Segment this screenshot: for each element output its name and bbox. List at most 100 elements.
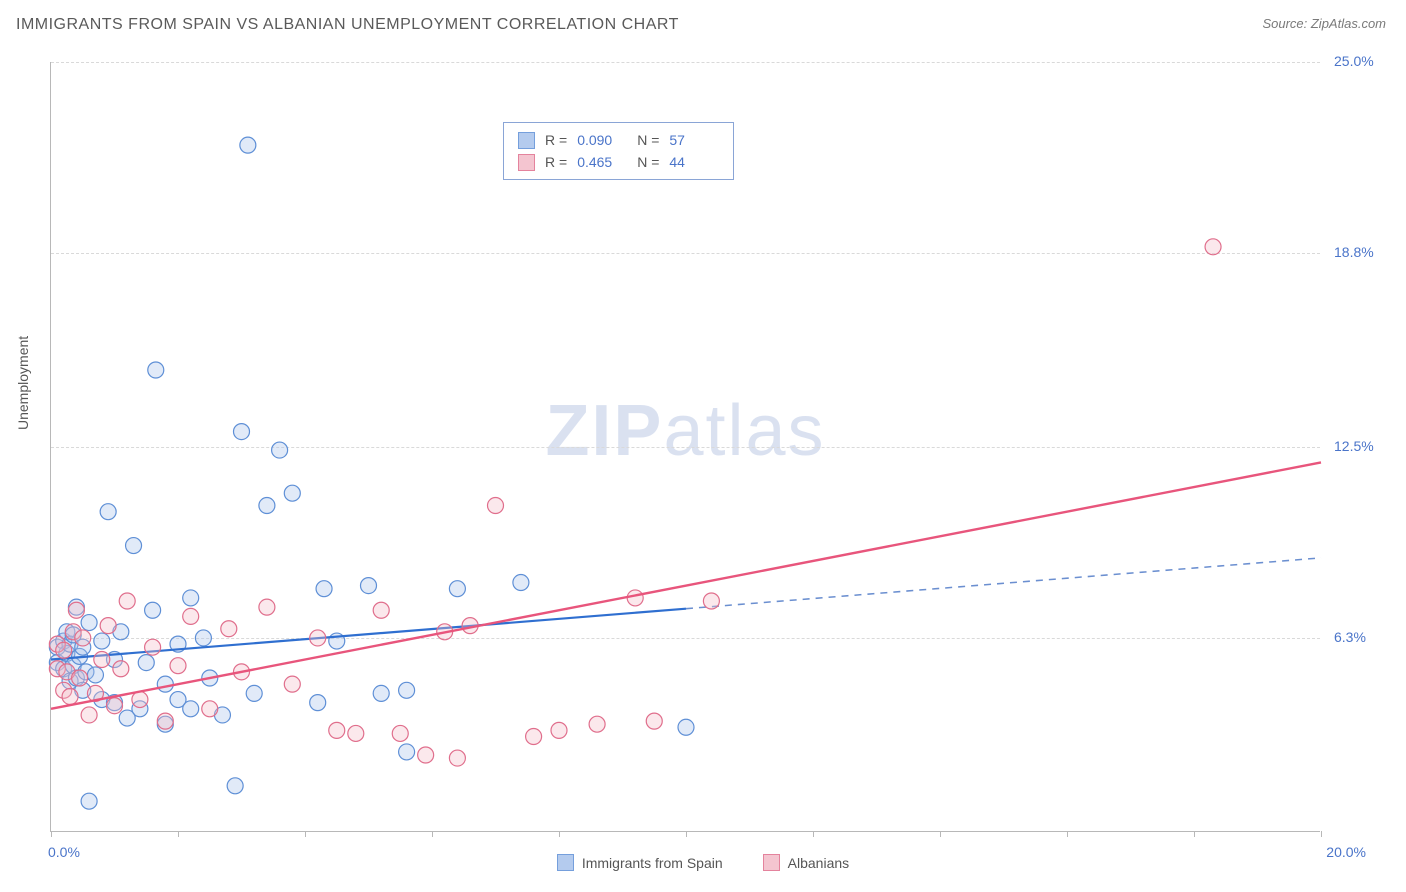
scatter-point-spain [138,655,154,671]
scatter-point-albanians [449,750,465,766]
scatter-point-albanians [94,652,110,668]
scatter-point-albanians [551,722,567,738]
scatter-point-albanians [119,593,135,609]
chart-container: IMMIGRANTS FROM SPAIN VS ALBANIAN UNEMPL… [0,0,1406,892]
scatter-point-albanians [259,599,275,615]
scatter-point-albanians [100,618,116,634]
scatter-point-albanians [488,498,504,514]
scatter-point-albanians [284,676,300,692]
scatter-point-spain [316,581,332,597]
scatter-point-albanians [526,729,542,745]
plot-area: ZIPatlas R =0.090N =57R =0.465N =44 [50,62,1320,832]
scatter-point-spain [678,719,694,735]
scatter-point-spain [148,362,164,378]
legend-swatch-spain [557,854,574,871]
scatter-point-albanians [329,722,345,738]
scatter-point-albanians [373,602,389,618]
scatter-point-spain [145,602,161,618]
scatter-point-spain [246,685,262,701]
scatter-point-spain [272,442,288,458]
x-tick [1067,831,1068,837]
x-tick [940,831,941,837]
legend-N-label: N = [637,154,659,170]
x-tick [1321,831,1322,837]
scatter-point-spain [126,538,142,554]
legend-swatch-albanians [518,154,535,171]
scatter-point-albanians [132,692,148,708]
legend-row-spain: R = 0.090 N = 57 [518,129,719,151]
scatter-point-albanians [348,725,364,741]
scatter-point-spain [195,630,211,646]
legend-swatch-albanians [763,854,780,871]
trend-line-albanians [51,462,1321,708]
legend-swatch-spain [518,132,535,149]
scatter-point-albanians [221,621,237,637]
scatter-point-albanians [392,725,408,741]
source-attribution: Source: ZipAtlas.com [1262,16,1386,31]
x-tick [559,831,560,837]
scatter-point-albanians [703,593,719,609]
scatter-point-albanians [145,639,161,655]
y-tick-label: 25.0% [1334,53,1374,69]
legend-series: Immigrants from Spain Albanians [0,854,1406,874]
scatter-point-albanians [81,707,97,723]
scatter-point-albanians [1205,239,1221,255]
legend-R-value-spain: 0.090 [577,132,627,148]
y-tick-label: 6.3% [1334,629,1366,645]
legend-R-label: R = [545,154,567,170]
scatter-point-spain [373,685,389,701]
scatter-point-spain [87,667,103,683]
legend-R-value-albanians: 0.465 [577,154,627,170]
x-tick [686,831,687,837]
scatter-point-albanians [202,701,218,717]
legend-series-spain: Immigrants from Spain [557,854,723,871]
scatter-point-albanians [72,670,88,686]
scatter-point-albanians [157,713,173,729]
x-tick [305,831,306,837]
legend-N-value-albanians: 44 [669,154,719,170]
x-tick [51,831,52,837]
scatter-point-spain [227,778,243,794]
legend-series-albanians: Albanians [763,854,850,871]
scatter-point-spain [259,498,275,514]
scatter-point-spain [183,590,199,606]
legend-R-label: R = [545,132,567,148]
legend-series-label-spain: Immigrants from Spain [582,855,723,871]
scatter-point-spain [183,701,199,717]
scatter-point-albanians [107,698,123,714]
scatter-point-albanians [113,661,129,677]
x-tick [813,831,814,837]
scatter-point-spain [81,793,97,809]
scatter-point-spain [399,682,415,698]
legend-N-label: N = [637,132,659,148]
scatter-point-albanians [646,713,662,729]
scatter-point-albanians [627,590,643,606]
y-tick-label: 12.5% [1334,438,1374,454]
legend-correlation-box: R = 0.090 N = 57 R = 0.465 N = 44 [503,122,734,180]
scatter-point-albanians [310,630,326,646]
scatter-point-albanians [56,642,72,658]
scatter-point-spain [284,485,300,501]
scatter-point-albanians [170,658,186,674]
scatter-point-albanians [75,630,91,646]
scatter-point-albanians [589,716,605,732]
scatter-point-albanians [62,688,78,704]
scatter-point-spain [100,504,116,520]
y-axis-label: Unemployment [15,336,31,430]
scatter-point-spain [240,137,256,153]
scatter-point-spain [361,578,377,594]
scatter-point-spain [399,744,415,760]
x-tick [1194,831,1195,837]
y-tick-label: 18.8% [1334,244,1374,260]
scatter-point-spain [234,424,250,440]
scatter-point-albanians [418,747,434,763]
scatter-point-spain [449,581,465,597]
legend-row-albanians: R = 0.465 N = 44 [518,151,719,173]
scatter-point-albanians [68,602,84,618]
scatter-point-albanians [183,608,199,624]
trend-line-spain-dashed [686,558,1321,609]
legend-N-value-spain: 57 [669,132,719,148]
scatter-point-spain [157,676,173,692]
scatter-point-spain [310,695,326,711]
scatter-point-spain [513,575,529,591]
